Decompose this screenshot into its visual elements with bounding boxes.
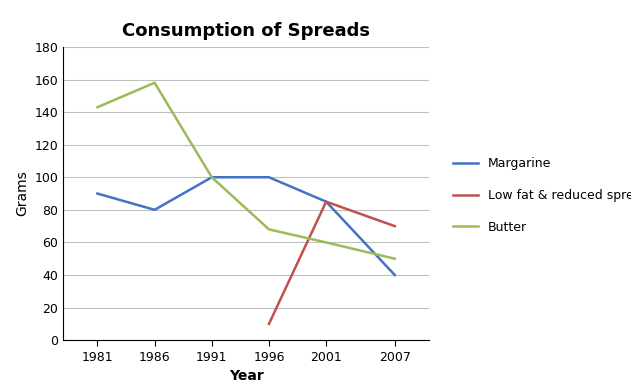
Margarine [322,199,330,204]
Low fat & reduced spreads [322,199,330,204]
Line: Low fat & reduced spreads: Low fat & reduced spreads [269,202,395,324]
Butter [322,240,330,245]
Legend: Margarine, Low fat & reduced spreads, Butter: Margarine, Low fat & reduced spreads, Bu… [448,152,631,239]
X-axis label: Year: Year [228,369,264,383]
Y-axis label: Grams: Grams [15,170,29,217]
Title: Consumption of Spreads: Consumption of Spreads [122,22,370,40]
Margarine [93,191,101,196]
Butter [391,256,399,261]
Butter [208,175,216,179]
Line: Margarine: Margarine [97,177,395,275]
Margarine [208,175,216,179]
Butter [265,227,273,232]
Low fat & reduced spreads [265,321,273,326]
Margarine [391,273,399,277]
Line: Butter: Butter [97,83,395,259]
Low fat & reduced spreads [391,224,399,228]
Butter [151,81,158,85]
Margarine [151,208,158,212]
Butter [93,105,101,109]
Margarine [265,175,273,179]
